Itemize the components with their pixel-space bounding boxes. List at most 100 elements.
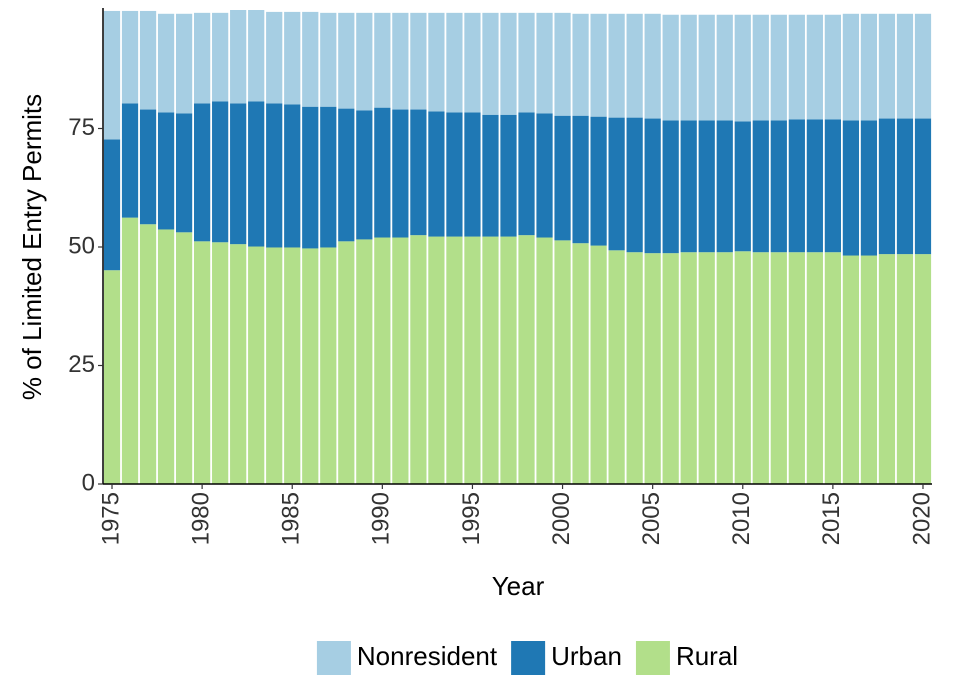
y-axis-title: % of Limited Entry Permits xyxy=(17,94,47,400)
bar-segment xyxy=(734,14,751,122)
bar-segment xyxy=(266,103,283,248)
bar-segment xyxy=(500,236,517,484)
bar-segment xyxy=(428,236,445,484)
bar-segment xyxy=(374,237,391,484)
bar-segment xyxy=(842,255,860,484)
bar-segment xyxy=(608,250,625,484)
bar-segment xyxy=(157,112,175,230)
bar-segment xyxy=(175,113,193,233)
x-tick-label: 2015 xyxy=(818,492,845,545)
bar-segment xyxy=(194,103,211,242)
bar-segment xyxy=(212,101,229,243)
bar-segment xyxy=(734,251,751,484)
bar-segment xyxy=(842,120,860,256)
bar-segment xyxy=(644,13,661,119)
bar-segment xyxy=(518,12,535,113)
bar-segment xyxy=(356,239,373,484)
bar-segment xyxy=(878,13,896,119)
x-tick-label: 2000 xyxy=(548,492,575,545)
bar-segment xyxy=(428,111,445,237)
bar-segment xyxy=(698,252,715,484)
bar-segment xyxy=(752,252,769,484)
bar-segment xyxy=(806,14,823,120)
bar-segment xyxy=(482,236,499,484)
bar-segment xyxy=(572,115,589,244)
bar-segment xyxy=(302,106,319,249)
bar-segment xyxy=(680,120,697,253)
bar-segment xyxy=(139,109,157,225)
x-tick-label: 1975 xyxy=(97,492,124,545)
bar-segment xyxy=(302,248,319,484)
bar-segment xyxy=(788,14,805,120)
bar-segment xyxy=(680,14,697,121)
bar-segment xyxy=(806,252,823,484)
bar-segment xyxy=(500,12,517,115)
bar-segment xyxy=(356,110,373,240)
bar-segment xyxy=(410,109,427,236)
bar-segment xyxy=(482,114,499,237)
bar-segment xyxy=(103,270,121,484)
bar-segment xyxy=(356,12,373,111)
bar-segment xyxy=(716,120,733,253)
bar-segment xyxy=(770,252,787,484)
y-tick-label: 75 xyxy=(68,114,95,141)
bar-segment xyxy=(320,106,337,248)
bar-segment xyxy=(860,120,878,256)
x-axis-title: Year xyxy=(492,571,545,601)
bar-segment xyxy=(446,12,463,113)
bar-segment xyxy=(410,12,427,110)
bar-segment xyxy=(554,240,571,484)
bar-segment xyxy=(662,253,679,484)
bar-segment xyxy=(644,118,661,254)
bar-segment xyxy=(788,252,805,484)
bar-segment xyxy=(824,252,841,484)
bar-segment xyxy=(824,14,841,120)
bar-segment xyxy=(518,235,535,484)
bar-segment xyxy=(752,120,769,253)
bar-segment xyxy=(860,255,878,484)
bar-segment xyxy=(536,12,553,114)
x-tick-label: 1985 xyxy=(278,492,305,545)
y-tick-label: 50 xyxy=(68,232,95,259)
bar-segment xyxy=(914,118,932,255)
bar-segment xyxy=(878,254,896,484)
bar-segment xyxy=(392,12,409,110)
bar-segment xyxy=(121,103,139,218)
bar-segment xyxy=(536,237,553,484)
bar-segment xyxy=(860,13,878,121)
bar-segment xyxy=(103,139,121,271)
bar-segment xyxy=(554,12,571,116)
bar-segment xyxy=(590,245,607,484)
bar-segment xyxy=(662,120,679,254)
bar-segment xyxy=(662,14,679,121)
bar-segment xyxy=(554,115,571,241)
bar-segment xyxy=(518,112,535,236)
bar-segment xyxy=(644,253,661,484)
bar-segment xyxy=(536,113,553,238)
bar-segment xyxy=(230,103,247,245)
bar-segment xyxy=(914,254,932,484)
bar-segment xyxy=(410,235,427,484)
bar-segment xyxy=(392,109,409,238)
bar-segment xyxy=(284,247,301,484)
bar-segment xyxy=(248,101,265,247)
bar-segment xyxy=(752,14,769,121)
bar-segment xyxy=(230,244,247,484)
x-tick-label: 1995 xyxy=(458,492,485,545)
bar-segment xyxy=(806,119,823,253)
bar-segment xyxy=(194,12,211,104)
bar-segment xyxy=(175,232,193,484)
bar-segment xyxy=(698,14,715,121)
bar-segment xyxy=(698,120,715,253)
bar-segment xyxy=(590,13,607,117)
bar-segment xyxy=(157,229,175,484)
bar-segment xyxy=(446,236,463,484)
bar-segment xyxy=(734,121,751,252)
bar-segment xyxy=(121,10,139,104)
x-tick-label: 2005 xyxy=(638,492,665,545)
bar-segment xyxy=(770,120,787,253)
bar-segment xyxy=(266,11,283,104)
bar-segment xyxy=(896,13,914,119)
bar-segment xyxy=(878,118,896,255)
legend-key xyxy=(635,641,670,675)
